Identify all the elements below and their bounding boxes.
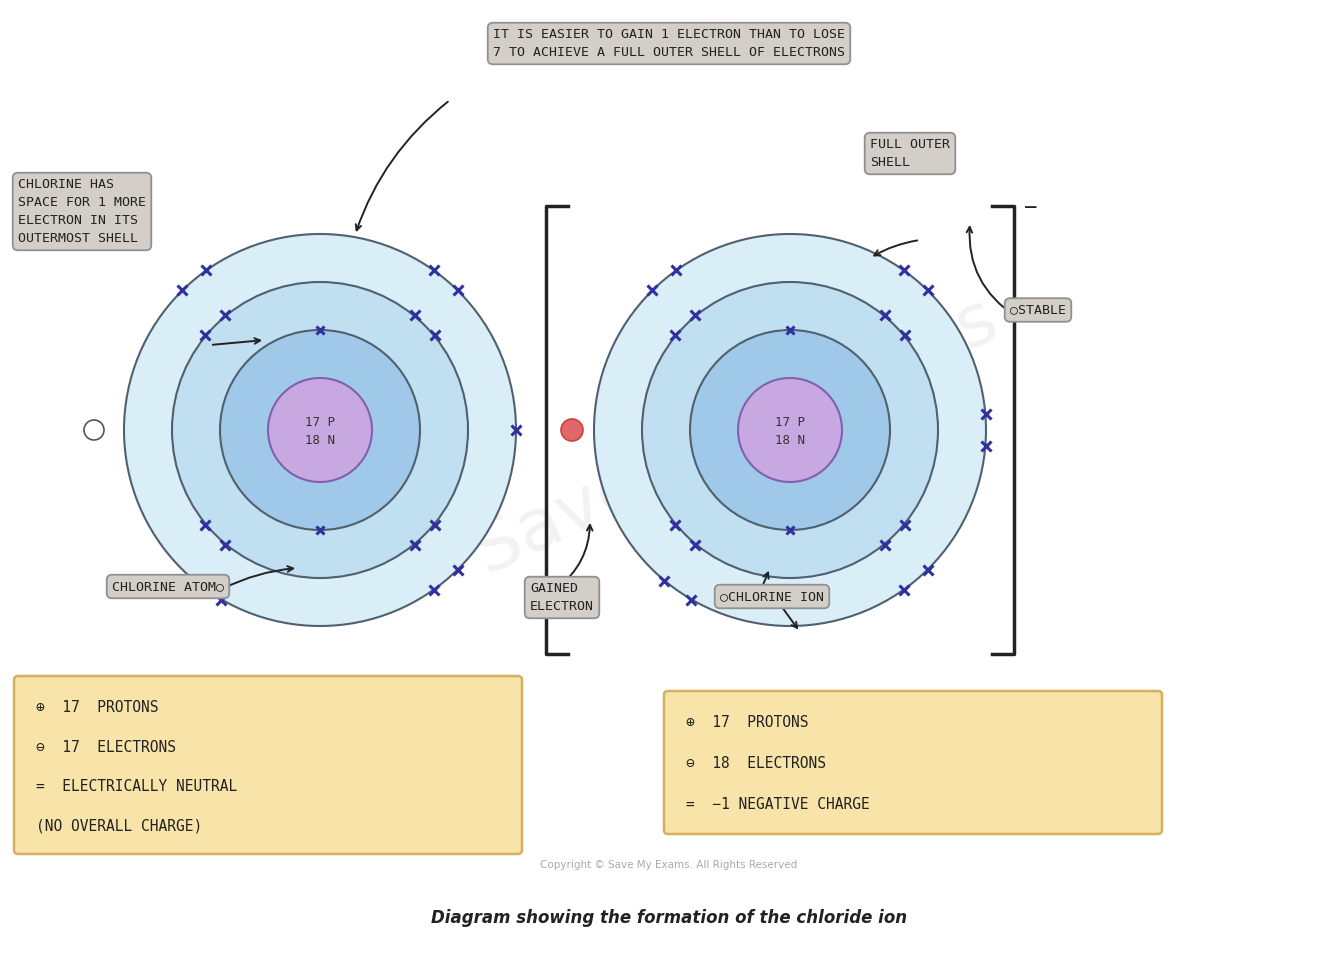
Text: ○STABLE: ○STABLE [1010,304,1066,316]
Text: ⊕  17  PROTONS: ⊕ 17 PROTONS [36,700,158,715]
Text: =  ELECTRICALLY NEUTRAL: = ELECTRICALLY NEUTRAL [36,779,237,794]
Text: (NO OVERALL CHARGE): (NO OVERALL CHARGE) [36,818,202,834]
Text: ⊖  17  ELECTRONS: ⊖ 17 ELECTRONS [36,739,177,754]
Text: ⊕  17  PROTONS: ⊕ 17 PROTONS [686,715,808,730]
Text: 18 N: 18 N [305,434,334,447]
Text: ⊖  18  ELECTRONS: ⊖ 18 ELECTRONS [686,756,826,771]
Circle shape [561,419,583,441]
Circle shape [268,378,372,482]
Text: ○CHLORINE ION: ○CHLORINE ION [720,590,824,603]
Circle shape [219,330,420,530]
Text: FULL OUTER
SHELL: FULL OUTER SHELL [870,138,950,169]
Text: CHLORINE ATOM○: CHLORINE ATOM○ [112,580,223,593]
Text: −: − [1024,198,1037,218]
Circle shape [84,420,104,440]
FancyBboxPatch shape [13,676,522,854]
Text: Diagram showing the formation of the chloride ion: Diagram showing the formation of the chl… [431,909,907,927]
Text: GAINED
ELECTRON: GAINED ELECTRON [530,582,594,613]
FancyBboxPatch shape [664,691,1161,834]
Text: =  −1 NEGATIVE CHARGE: = −1 NEGATIVE CHARGE [686,797,870,811]
Text: IT IS EASIER TO GAIN 1 ELECTRON THAN TO LOSE
7 TO ACHIEVE A FULL OUTER SHELL OF : IT IS EASIER TO GAIN 1 ELECTRON THAN TO … [492,28,846,59]
Text: CHLORINE HAS
SPACE FOR 1 MORE
ELECTRON IN ITS
OUTERMOST SHELL: CHLORINE HAS SPACE FOR 1 MORE ELECTRON I… [17,178,146,245]
Text: Copyright © Save My Exams. All Rights Reserved: Copyright © Save My Exams. All Rights Re… [541,860,797,870]
Circle shape [642,282,938,578]
Circle shape [124,234,516,626]
Text: 17 P: 17 P [305,415,334,428]
Text: Save My Exams: Save My Exams [463,286,1009,590]
Text: 18 N: 18 N [775,434,805,447]
Circle shape [173,282,468,578]
Circle shape [739,378,842,482]
Circle shape [690,330,890,530]
Text: 17 P: 17 P [775,415,805,428]
Circle shape [594,234,986,626]
